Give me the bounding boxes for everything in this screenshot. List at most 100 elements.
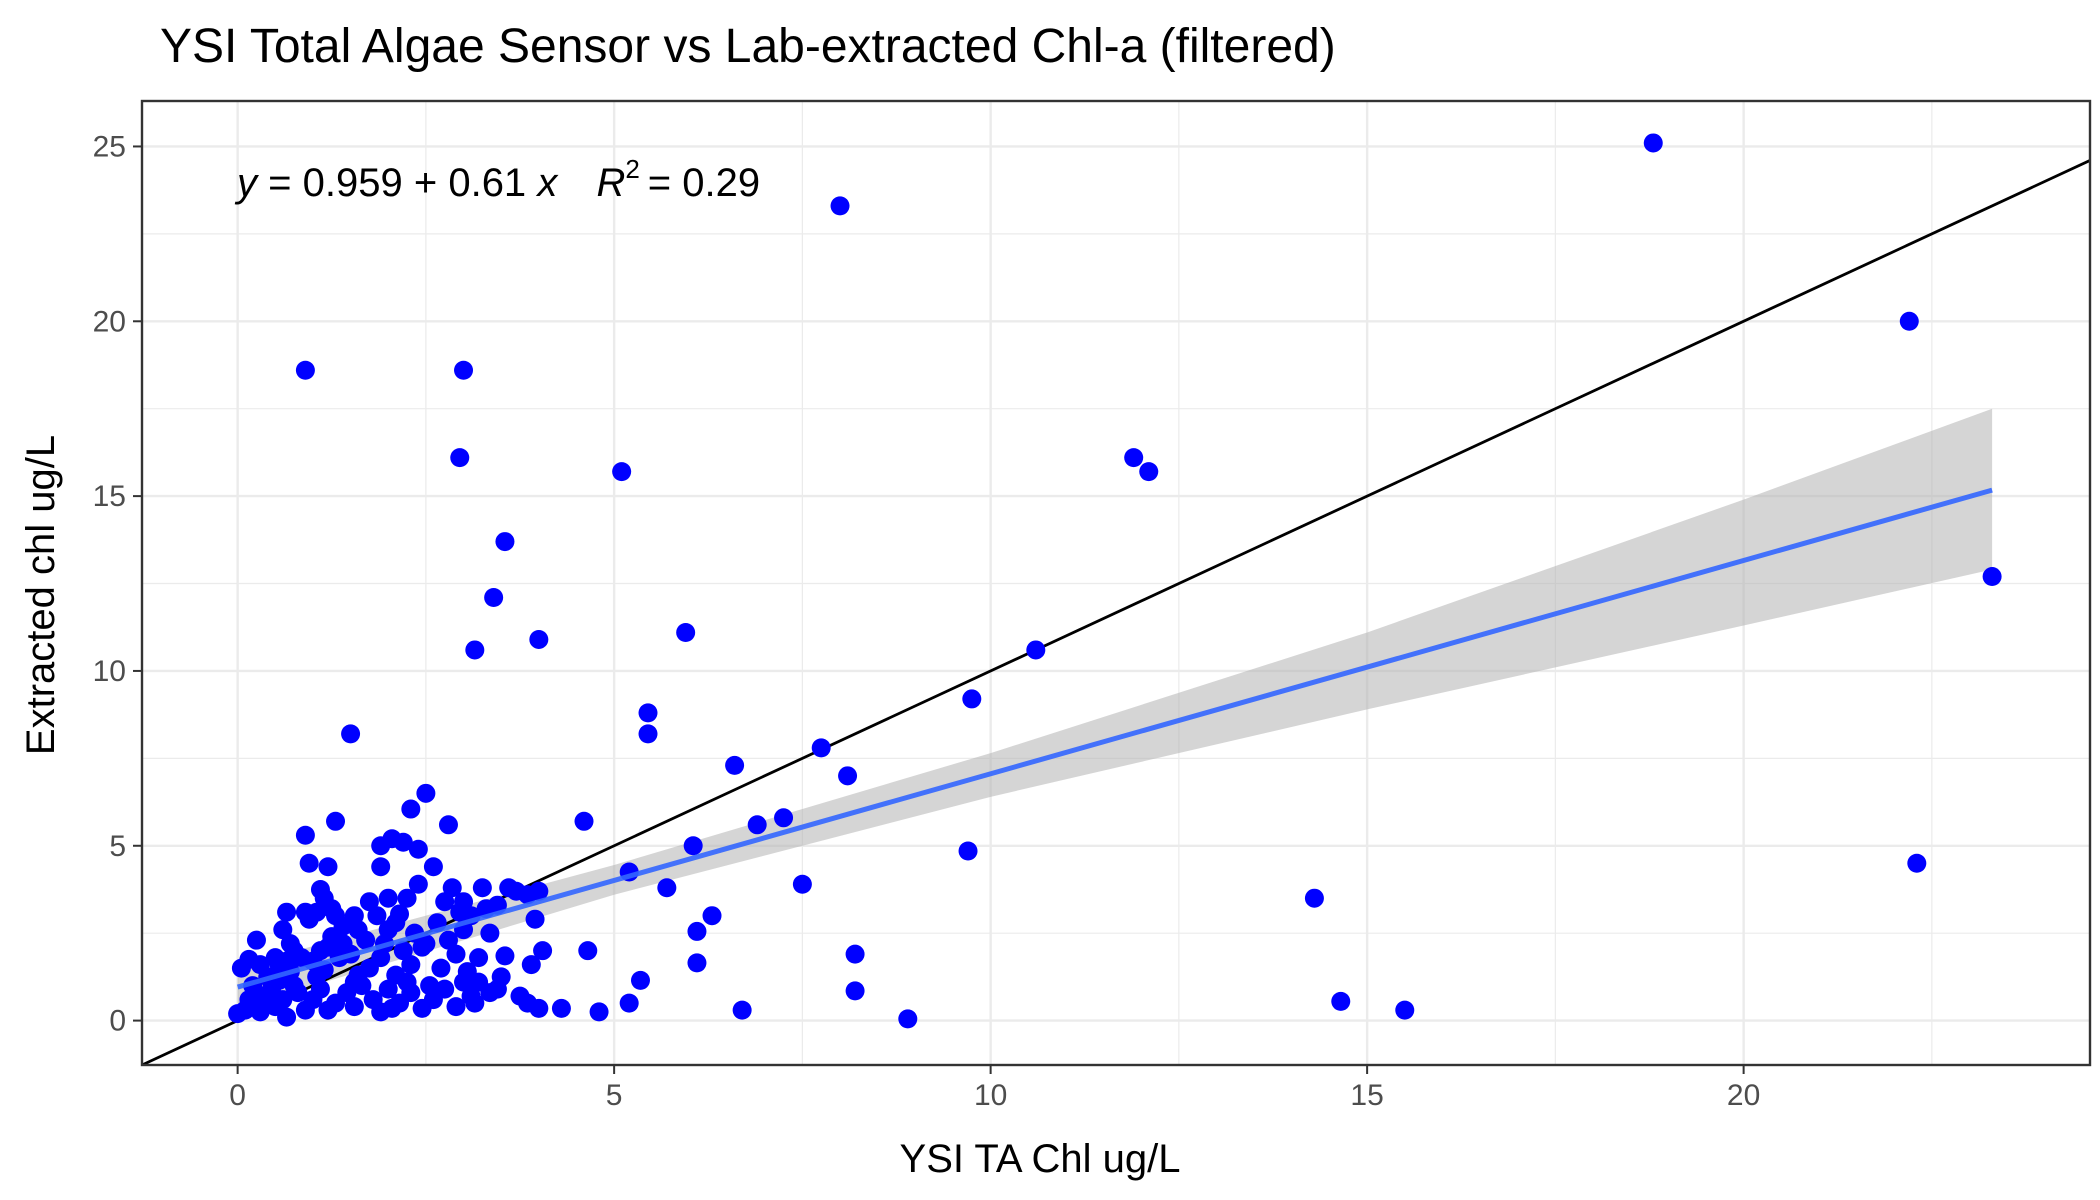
data-point — [830, 196, 850, 216]
data-point — [295, 825, 315, 845]
confidence-band — [237, 408, 1993, 1009]
data-point — [1395, 1000, 1415, 1020]
axis-ticks: 0 5 10 15 20 0 5 10 15 20 25 — [93, 130, 1761, 1112]
data-point — [529, 881, 549, 901]
data-point — [401, 955, 421, 975]
data-point — [1982, 567, 2002, 587]
data-point — [356, 930, 376, 950]
data-point — [521, 955, 541, 975]
data-points — [228, 133, 2002, 1029]
data-point — [732, 1000, 752, 1020]
data-point — [898, 1009, 918, 1029]
data-point — [344, 997, 364, 1017]
data-point — [958, 841, 978, 861]
data-point — [397, 972, 417, 992]
data-point — [638, 724, 658, 744]
data-point — [495, 532, 515, 552]
data-point — [371, 836, 391, 856]
x-tick-label: 0 — [229, 1079, 246, 1112]
data-point — [687, 921, 707, 941]
data-point — [1331, 991, 1351, 1011]
data-point — [845, 944, 865, 964]
data-point — [416, 783, 436, 803]
y-tick-label: 0 — [109, 1005, 126, 1038]
data-point — [435, 979, 455, 999]
confidence-band-layer — [237, 408, 1993, 1009]
data-point — [277, 1007, 297, 1027]
data-point — [435, 892, 455, 912]
data-point — [612, 462, 632, 482]
data-point — [702, 906, 722, 926]
y-tick-label: 20 — [93, 305, 126, 338]
y-axis-title: Extracted chl ug/L — [19, 435, 63, 755]
data-point — [676, 622, 696, 642]
data-point — [495, 946, 515, 966]
data-point — [438, 815, 458, 835]
data-point — [1304, 888, 1324, 908]
data-point — [371, 857, 391, 877]
data-point — [630, 970, 650, 990]
data-point — [367, 906, 387, 926]
regression-equation: y = 0.959 + 0.61 x R2 = 0.29 — [234, 154, 760, 205]
data-point — [442, 878, 462, 898]
data-point — [574, 811, 594, 831]
data-point — [277, 902, 297, 922]
data-point — [408, 874, 428, 894]
data-point — [747, 815, 767, 835]
data-point — [657, 878, 677, 898]
data-point — [469, 948, 489, 968]
data-point — [450, 448, 470, 468]
data-point — [446, 944, 466, 964]
data-point — [239, 990, 259, 1010]
data-point — [393, 832, 413, 852]
data-point — [811, 738, 831, 758]
data-point — [454, 360, 474, 380]
y-tick-label: 15 — [93, 480, 126, 513]
data-point — [551, 998, 571, 1018]
data-point — [326, 906, 346, 926]
data-point — [1139, 462, 1159, 482]
data-point — [845, 981, 865, 1001]
data-point — [295, 360, 315, 380]
data-point — [318, 857, 338, 877]
data-point — [438, 930, 458, 950]
x-tick-label: 10 — [974, 1079, 1007, 1112]
data-point — [1899, 311, 1919, 331]
data-point — [408, 839, 428, 859]
data-point — [454, 972, 474, 992]
data-point — [348, 965, 368, 985]
y-tick-label: 5 — [109, 830, 126, 863]
plot-border — [140, 99, 2092, 1067]
data-point — [246, 930, 266, 950]
data-point — [273, 920, 293, 940]
data-point — [472, 878, 492, 898]
data-point — [619, 993, 639, 1013]
chart-title: YSI Total Algae Sensor vs Lab-extracted … — [160, 20, 1336, 73]
data-point — [310, 879, 330, 899]
data-point — [838, 766, 858, 786]
fit-line-layer — [236, 487, 1993, 990]
data-point — [378, 979, 398, 999]
data-point — [386, 913, 406, 933]
x-tick-label: 15 — [1350, 1079, 1383, 1112]
data-point — [774, 808, 794, 828]
data-point — [589, 1002, 609, 1022]
data-point — [359, 892, 379, 912]
data-point — [250, 1002, 270, 1022]
data-point — [228, 1004, 248, 1024]
x-axis-title: YSI TA Chl ug/L — [900, 1137, 1181, 1181]
data-point — [341, 724, 361, 744]
data-point — [1907, 853, 1927, 873]
data-point — [416, 934, 436, 954]
data-point — [397, 888, 417, 908]
data-point — [307, 967, 327, 987]
data-point — [525, 909, 545, 929]
data-point — [510, 986, 530, 1006]
fit-line — [236, 487, 1993, 990]
data-point — [299, 853, 319, 873]
data-point — [725, 755, 745, 775]
plot-data — [142, 133, 2090, 1065]
x-tick-label: 20 — [1727, 1079, 1760, 1112]
data-point — [284, 941, 304, 961]
